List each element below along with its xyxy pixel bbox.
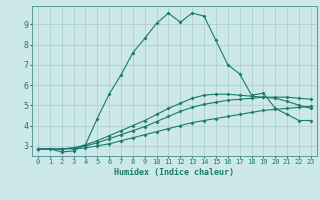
X-axis label: Humidex (Indice chaleur): Humidex (Indice chaleur) (115, 168, 234, 177)
